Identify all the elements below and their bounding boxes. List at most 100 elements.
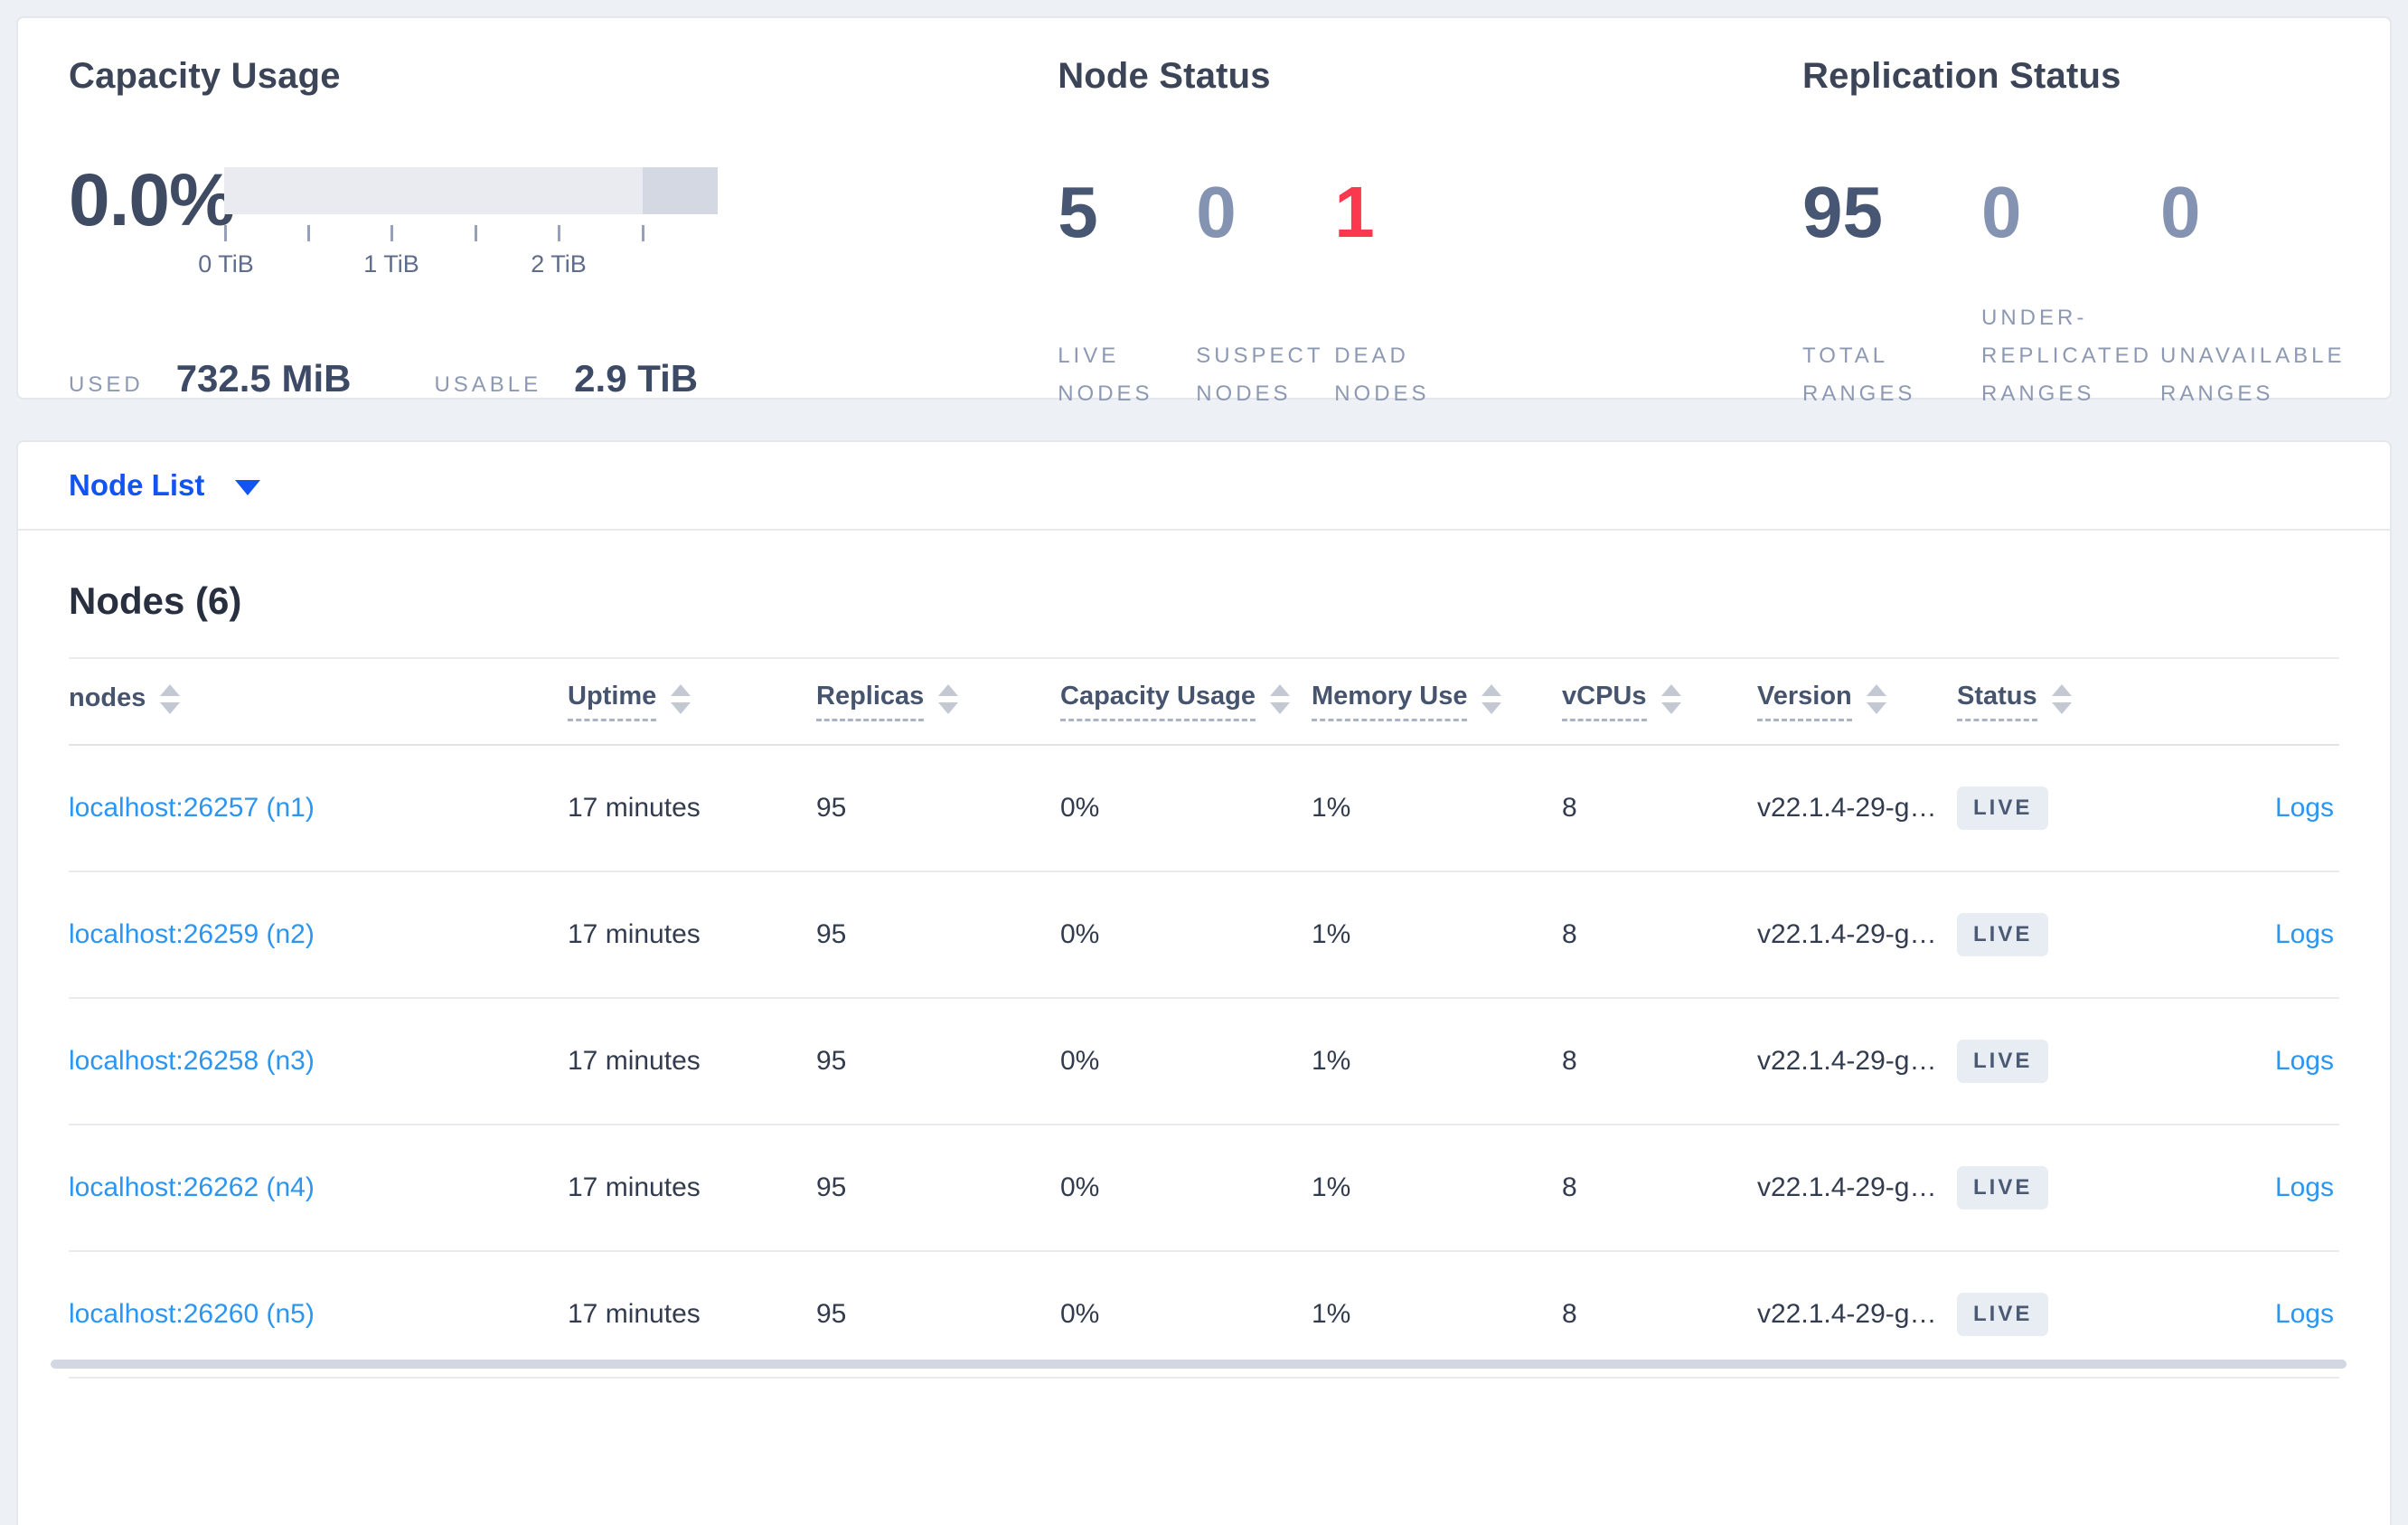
node-status-section: Node Status 5 LIVE NODES 0 SUSPECT NODES… <box>1058 56 1802 406</box>
used-value: 732.5 MiB <box>175 357 352 400</box>
replicas-cell: 95 <box>816 1046 847 1076</box>
memory-use-cell: 1% <box>1312 793 1351 823</box>
logs-link[interactable]: Logs <box>2274 1172 2334 1202</box>
column-header-vcpus[interactable]: vCPUs <box>1562 682 1757 721</box>
version-cell: v22.1.4-29-g… <box>1757 793 1937 823</box>
column-header-status[interactable]: Status <box>1957 682 2177 721</box>
capacity-usage-cell: 0% <box>1060 1299 1100 1329</box>
uptime-cell: 17 minutes <box>568 1172 701 1202</box>
uptime-cell: 17 minutes <box>568 919 701 949</box>
memory-use-cell: 1% <box>1312 919 1351 949</box>
live-nodes-metric: 5 LIVE NODES <box>1058 176 1196 413</box>
sort-icon <box>1270 683 1290 714</box>
used-label: USED <box>69 372 144 397</box>
column-header-version[interactable]: Version <box>1757 682 1957 721</box>
replicas-cell: 95 <box>816 1299 847 1329</box>
dead-nodes-value: 1 <box>1334 172 1375 252</box>
view-selector-strip: Node List <box>18 442 2390 531</box>
sort-icon <box>1866 683 1886 714</box>
capacity-usage-section: Capacity Usage 0.0% 0 TiB 1 TiB <box>69 56 1058 400</box>
status-badge: LIVE <box>1957 1293 2049 1336</box>
vcpus-cell: 8 <box>1562 1172 1577 1202</box>
memory-use-cell: 1% <box>1312 1299 1351 1329</box>
uptime-cell: 17 minutes <box>568 1046 701 1076</box>
under-replicated-ranges-metric: 0 UNDER-REPLICATED RANGES <box>1981 176 2160 413</box>
capacity-gauge: 0 TiB 1 TiB 2 TiB <box>198 167 718 281</box>
suspect-nodes-label: SUSPECT NODES <box>1196 344 1324 406</box>
usable-value: 2.9 TiB <box>574 357 699 400</box>
capacity-usage-cell: 0% <box>1060 793 1100 823</box>
under-replicated-ranges-label: UNDER-REPLICATED RANGES <box>1981 306 2152 406</box>
under-replicated-ranges-value: 0 <box>1981 172 2022 252</box>
capacity-usage-cell: 0% <box>1060 919 1100 949</box>
node-link[interactable]: localhost:26257 (n1) <box>69 793 315 823</box>
logs-link[interactable]: Logs <box>2274 1046 2334 1076</box>
suspect-nodes-value: 0 <box>1196 172 1237 252</box>
unavailable-ranges-value: 0 <box>2160 172 2201 252</box>
logs-link[interactable]: Logs <box>2274 793 2334 823</box>
column-header-capacity-usage[interactable]: Capacity Usage <box>1060 682 1312 721</box>
node-link[interactable]: localhost:26262 (n4) <box>69 1172 315 1202</box>
node-list-dropdown[interactable]: Node List <box>69 468 261 503</box>
version-cell: v22.1.4-29-g… <box>1757 1299 1937 1329</box>
total-ranges-metric: 95 TOTAL RANGES <box>1802 176 1981 413</box>
table-header-row: nodes Uptime Replicas Capacity Usage Mem… <box>69 659 2339 746</box>
version-cell: v22.1.4-29-g… <box>1757 1172 1937 1202</box>
vcpus-cell: 8 <box>1562 793 1577 823</box>
horizontal-scrollbar[interactable] <box>51 1360 2347 1369</box>
column-header-uptime[interactable]: Uptime <box>568 682 816 721</box>
table-row: localhost:26257 (n1) 17 minutes 95 0% 1%… <box>69 746 2339 872</box>
node-link[interactable]: localhost:26258 (n3) <box>69 1046 315 1076</box>
live-nodes-value: 5 <box>1058 172 1098 252</box>
column-header-memory-use[interactable]: Memory Use <box>1312 682 1562 721</box>
dead-nodes-label: DEAD NODES <box>1334 344 1430 406</box>
sort-icon <box>1481 683 1502 714</box>
capacity-gauge-bar-dark-segment <box>643 167 718 214</box>
replication-status-section: Replication Status 95 TOTAL RANGES 0 UND… <box>1802 56 2342 406</box>
logs-link[interactable]: Logs <box>2274 919 2334 949</box>
node-list-dropdown-label: Node List <box>69 468 205 502</box>
memory-use-cell: 1% <box>1312 1046 1351 1076</box>
memory-use-cell: 1% <box>1312 1172 1351 1202</box>
status-badge: LIVE <box>1957 1040 2049 1083</box>
table-row: localhost:26259 (n2) 17 minutes 95 0% 1%… <box>69 872 2339 999</box>
total-ranges-label: TOTAL RANGES <box>1802 344 1916 406</box>
nodes-heading: Nodes (6) <box>69 579 242 622</box>
usable-label: USABLE <box>434 372 542 397</box>
axis-label-2tib: 2 TiB <box>531 250 587 278</box>
sort-icon <box>2051 683 2072 714</box>
capacity-usage-title: Capacity Usage <box>69 56 341 96</box>
node-status-title: Node Status <box>1058 56 1271 96</box>
vcpus-cell: 8 <box>1562 1299 1577 1329</box>
axis-label-1tib: 1 TiB <box>363 250 419 278</box>
status-badge: LIVE <box>1957 913 2049 956</box>
uptime-cell: 17 minutes <box>568 1299 701 1329</box>
vcpus-cell: 8 <box>1562 919 1577 949</box>
sort-icon <box>1660 683 1681 714</box>
replicas-cell: 95 <box>816 919 847 949</box>
node-link[interactable]: localhost:26259 (n2) <box>69 919 315 949</box>
unavailable-ranges-metric: 0 UNAVAILABLE RANGES <box>2160 172 2346 413</box>
sort-icon <box>938 683 959 714</box>
capacity-gauge-bar <box>224 167 718 214</box>
column-header-replicas[interactable]: Replicas <box>816 682 1060 721</box>
version-cell: v22.1.4-29-g… <box>1757 919 1937 949</box>
sort-icon <box>671 683 691 714</box>
unavailable-ranges-label: UNAVAILABLE RANGES <box>2160 344 2346 406</box>
suspect-nodes-metric: 0 SUSPECT NODES <box>1196 176 1334 413</box>
capacity-gauge-ticks <box>224 225 718 241</box>
logs-link[interactable]: Logs <box>2274 1299 2334 1329</box>
version-cell: v22.1.4-29-g… <box>1757 1046 1937 1076</box>
live-nodes-label: LIVE NODES <box>1058 344 1153 406</box>
capacity-usage-cell: 0% <box>1060 1172 1100 1202</box>
column-header-nodes[interactable]: nodes <box>69 683 568 720</box>
sort-icon <box>160 683 181 714</box>
table-row: localhost:26258 (n3) 17 minutes 95 0% 1%… <box>69 999 2339 1125</box>
heading-divider <box>69 657 2339 659</box>
uptime-cell: 17 minutes <box>568 793 701 823</box>
node-list-panel: Node List Nodes (6) nodes Uptime Replica… <box>16 440 2392 1525</box>
node-link[interactable]: localhost:26260 (n5) <box>69 1299 315 1329</box>
vcpus-cell: 8 <box>1562 1046 1577 1076</box>
axis-label-0tib: 0 TiB <box>198 250 254 278</box>
total-ranges-value: 95 <box>1802 172 1883 252</box>
